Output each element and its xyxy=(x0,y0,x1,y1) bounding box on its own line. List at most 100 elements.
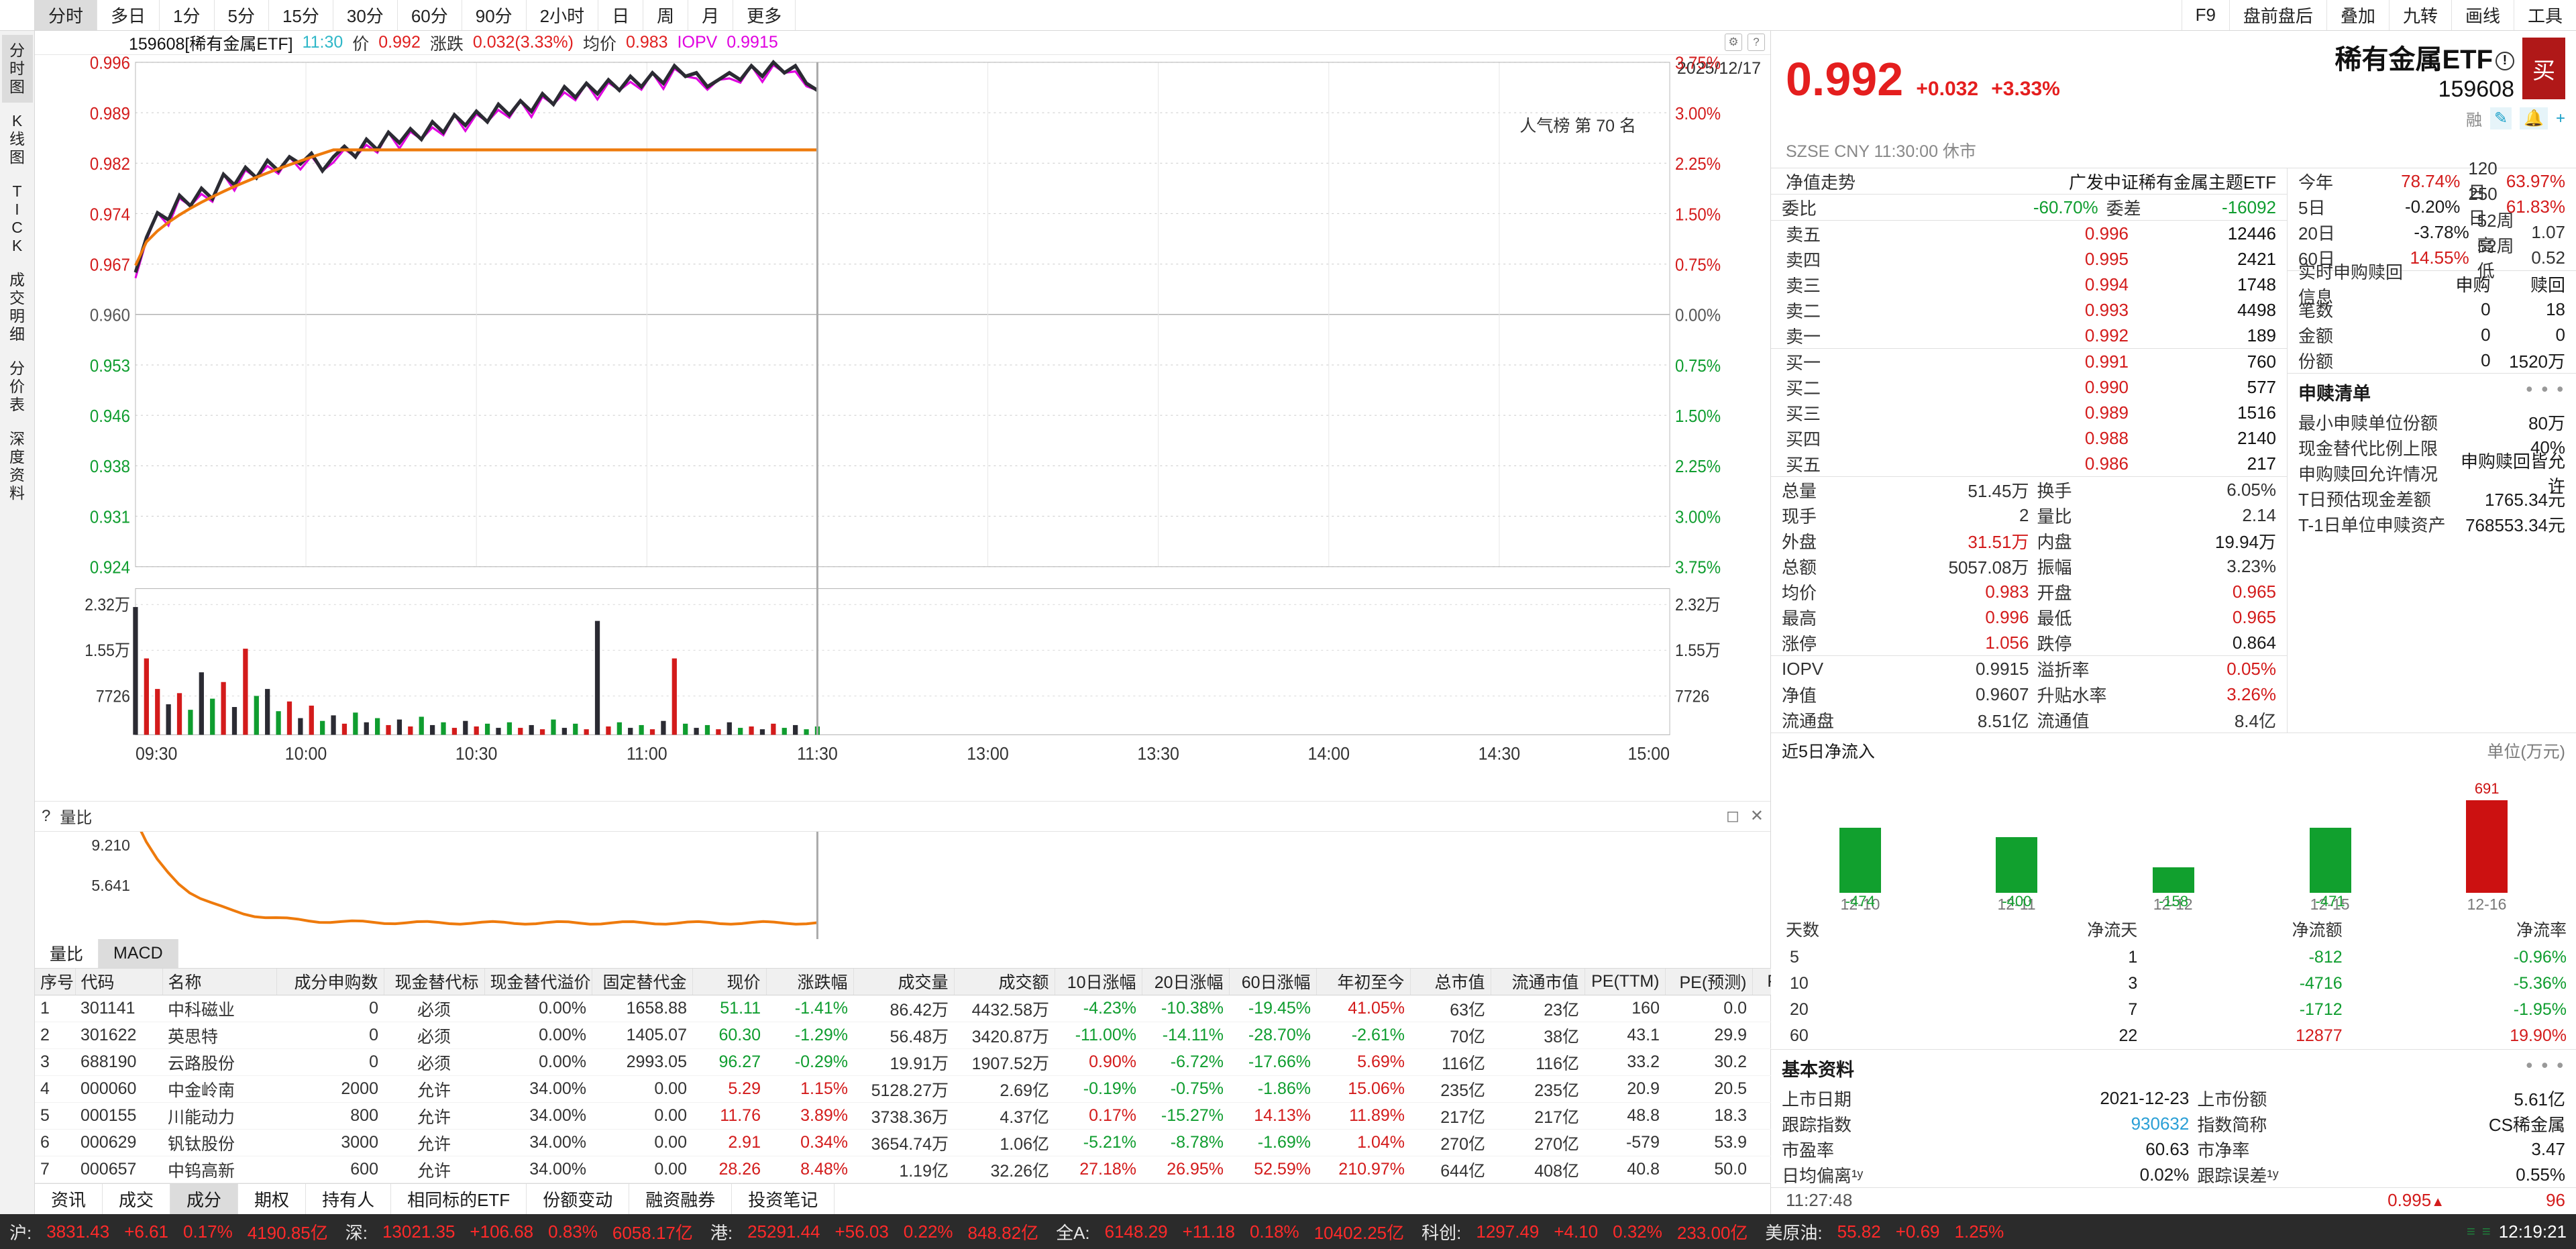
table-row[interactable]: 2 301622 英思特 0 必须 0.00% 1405.07 60.30 -1.29% 56.4… xyxy=(35,1022,1900,1049)
tick-list[interactable]: 11:27:480.995▲9611:27:540.9957911:28:030… xyxy=(1771,1187,2576,1214)
plus-icon[interactable]: + xyxy=(2555,109,2565,127)
ladder-row-买五[interactable]: 买五 0.986 217 xyxy=(1771,451,2287,476)
col-header-0[interactable]: 序号 xyxy=(35,968,76,995)
col-header-2[interactable]: 名称 xyxy=(162,968,277,995)
col-header-8[interactable]: 涨跌幅 xyxy=(766,968,854,995)
close-icon[interactable]: ✕ xyxy=(1750,807,1764,825)
col-header-11[interactable]: 10日涨幅 xyxy=(1055,968,1142,995)
col-header-18[interactable]: PE(预测) xyxy=(1665,968,1753,995)
toolbar-画线[interactable]: 画线 xyxy=(2451,0,2514,30)
rail-item-分时图[interactable]: 分时图 xyxy=(1,35,33,103)
ladder-row-卖三[interactable]: 卖三 0.994 1748 xyxy=(1771,272,2287,297)
col-header-4[interactable]: 现金替代标 xyxy=(384,968,485,995)
bottom-tab-资讯[interactable]: 资讯 xyxy=(35,1184,103,1214)
col-header-9[interactable]: 成交量 xyxy=(853,968,955,995)
period-tab-多日[interactable]: 多日 xyxy=(97,0,160,30)
ladder-row-买一[interactable]: 买一 0.991 760 xyxy=(1771,349,2287,374)
period-tab-15分[interactable]: 15分 xyxy=(269,0,333,30)
rail-item-成交明细[interactable]: 成交明细 xyxy=(9,271,25,343)
period-tab-5分[interactable]: 5分 xyxy=(215,0,269,30)
col-header-6[interactable]: 固定替代金 xyxy=(592,968,693,995)
period-tab-30分[interactable]: 30分 xyxy=(333,0,398,30)
ladder-row-卖四[interactable]: 卖四 0.995 2421 xyxy=(1771,246,2287,272)
ladder-row-买三[interactable]: 买三 0.989 1516 xyxy=(1771,400,2287,425)
stat-label-2: 换手 xyxy=(2037,480,2072,501)
bottom-tab-成交[interactable]: 成交 xyxy=(103,1184,171,1214)
ratio-chart[interactable]: 9.210 5.641 xyxy=(35,831,1770,939)
table-row[interactable]: 7 000657 中钨高新 600 允许 34.00% 0.00 28.26 8.48% 1.19… xyxy=(35,1156,1900,1183)
margin-icon[interactable]: 融 xyxy=(2465,111,2482,129)
col-header-1[interactable]: 代码 xyxy=(75,968,163,995)
flow-days: 5 xyxy=(1790,948,1799,967)
perf-value-1: -0.20% xyxy=(2404,196,2461,217)
capital-flow-title: 近5日净流入 xyxy=(1782,743,1875,761)
bottom-tab-份额变动[interactable]: 份额变动 xyxy=(527,1184,630,1214)
ladder-price: 0.986 xyxy=(2084,453,2129,474)
bottom-tab-相同标的ETF[interactable]: 相同标的ETF xyxy=(391,1184,527,1214)
col-header-13[interactable]: 60日涨幅 xyxy=(1229,968,1317,995)
period-tab-60分[interactable]: 60分 xyxy=(398,0,462,30)
gear-icon[interactable]: ⚙ xyxy=(1725,34,1742,51)
table-row[interactable]: 5 000155 川能动力 800 允许 34.00% 0.00 11.76 3.89% 3738… xyxy=(35,1102,1900,1130)
toolbar-九转[interactable]: 九转 xyxy=(2388,0,2451,30)
stat-label-1: 现手 xyxy=(1782,506,1817,527)
table-row[interactable]: 6 000629 钒钛股份 3000 允许 34.00% 0.00 2.91 0.34% 3654… xyxy=(35,1129,1900,1156)
toolbar-工具[interactable]: 工具 xyxy=(2513,0,2576,30)
bottom-tab-成分[interactable]: 成分 xyxy=(170,1184,239,1214)
toolbar-F9[interactable]: F9 xyxy=(2181,0,2229,30)
period-tab-周[interactable]: 周 xyxy=(643,0,689,30)
stat-label-1: 最高 xyxy=(1782,608,1817,629)
svg-text:1.55万: 1.55万 xyxy=(1675,641,1721,660)
ladder-row-卖二[interactable]: 卖二 0.993 4498 xyxy=(1771,297,2287,323)
warning-icon[interactable]: ! xyxy=(2496,51,2514,70)
col-header-7[interactable]: 现价 xyxy=(692,968,767,995)
buy-button[interactable]: 买 xyxy=(2522,38,2565,99)
table-row[interactable]: 1 301141 中科磁业 0 必须 0.00% 1658.88 51.11 -1.41% 86.… xyxy=(35,995,1900,1022)
bell-icon[interactable]: 🔔 xyxy=(2520,107,2548,129)
col-header-15[interactable]: 总市值 xyxy=(1410,968,1491,995)
rail-item-分价表[interactable]: 分价表 xyxy=(9,360,25,413)
indicator-tab-MACD[interactable]: MACD xyxy=(99,938,178,968)
indicator-tab-量比[interactable]: 量比 xyxy=(35,938,99,968)
list-more-icon[interactable]: • • • xyxy=(2526,379,2565,399)
help-icon[interactable]: ? xyxy=(1748,34,1765,51)
period-tab-1分[interactable]: 1分 xyxy=(160,0,215,30)
period-tab-分时[interactable]: 分时 xyxy=(35,0,98,30)
col-header-5[interactable]: 现金替代溢价 xyxy=(484,968,592,995)
bottom-tab-投资笔记[interactable]: 投资笔记 xyxy=(732,1184,835,1214)
rail-item-深度资料[interactable]: 深度资料 xyxy=(9,430,25,502)
ladder-row-买四[interactable]: 买四 0.988 2140 xyxy=(1771,425,2287,451)
intraday-chart[interactable]: 2025/12/17 人气榜 第 70 名 0.996 3.75% 0.989 3.0… xyxy=(35,55,1770,801)
cell-14: 210.97% xyxy=(1316,1156,1410,1183)
toolbar-叠加[interactable]: 叠加 xyxy=(2326,0,2389,30)
col-header-14[interactable]: 年初至今 xyxy=(1316,968,1411,995)
table-row[interactable]: 3 688190 云路股份 0 必须 0.00% 2993.05 96.27 -0.29% 19.… xyxy=(35,1048,1900,1076)
period-tab-2小时[interactable]: 2小时 xyxy=(527,0,599,30)
bottom-tab-融资融券[interactable]: 融资融券 xyxy=(629,1184,733,1214)
period-tab-日[interactable]: 日 xyxy=(598,0,644,30)
period-tab-90分[interactable]: 90分 xyxy=(462,0,527,30)
ladder-row-买二[interactable]: 买二 0.990 577 xyxy=(1771,374,2287,400)
col-header-12[interactable]: 20日涨幅 xyxy=(1142,968,1230,995)
toolbar-盘前盘后[interactable]: 盘前盘后 xyxy=(2229,0,2326,30)
col-header-10[interactable]: 成交额 xyxy=(954,968,1055,995)
bottom-tab-持有人[interactable]: 持有人 xyxy=(306,1184,392,1214)
bottom-tab-期权[interactable]: 期权 xyxy=(238,1184,307,1214)
pencil-icon[interactable]: ✎ xyxy=(2489,107,2512,129)
col-header-17[interactable]: PE(TTM) xyxy=(1585,968,1666,995)
popularity-rank: 人气榜 第 70 名 xyxy=(1519,117,1636,135)
basic-more-icon[interactable]: • • • xyxy=(2526,1055,2565,1075)
ladder-row-卖一[interactable]: 卖一 0.992 189 xyxy=(1771,323,2287,348)
table-row[interactable]: 4 000060 中金岭南 2000 允许 34.00% 0.00 5.29 1.15% 5128… xyxy=(35,1075,1900,1103)
period-tab-月[interactable]: 月 xyxy=(688,0,734,30)
col-header-3[interactable]: 成分申购数 xyxy=(276,968,384,995)
svg-text:7726: 7726 xyxy=(1675,687,1709,706)
ladder-row-卖五[interactable]: 卖五 0.996 12446 xyxy=(1771,221,2287,246)
hamburger-icon[interactable]: ≡ ≡ xyxy=(2466,1223,2492,1240)
period-tab-更多[interactable]: 更多 xyxy=(733,0,796,30)
minimize-icon[interactable]: ◻ xyxy=(1725,807,1739,825)
quote-price: 0.992 xyxy=(378,33,421,52)
col-header-16[interactable]: 流通市值 xyxy=(1491,968,1585,995)
